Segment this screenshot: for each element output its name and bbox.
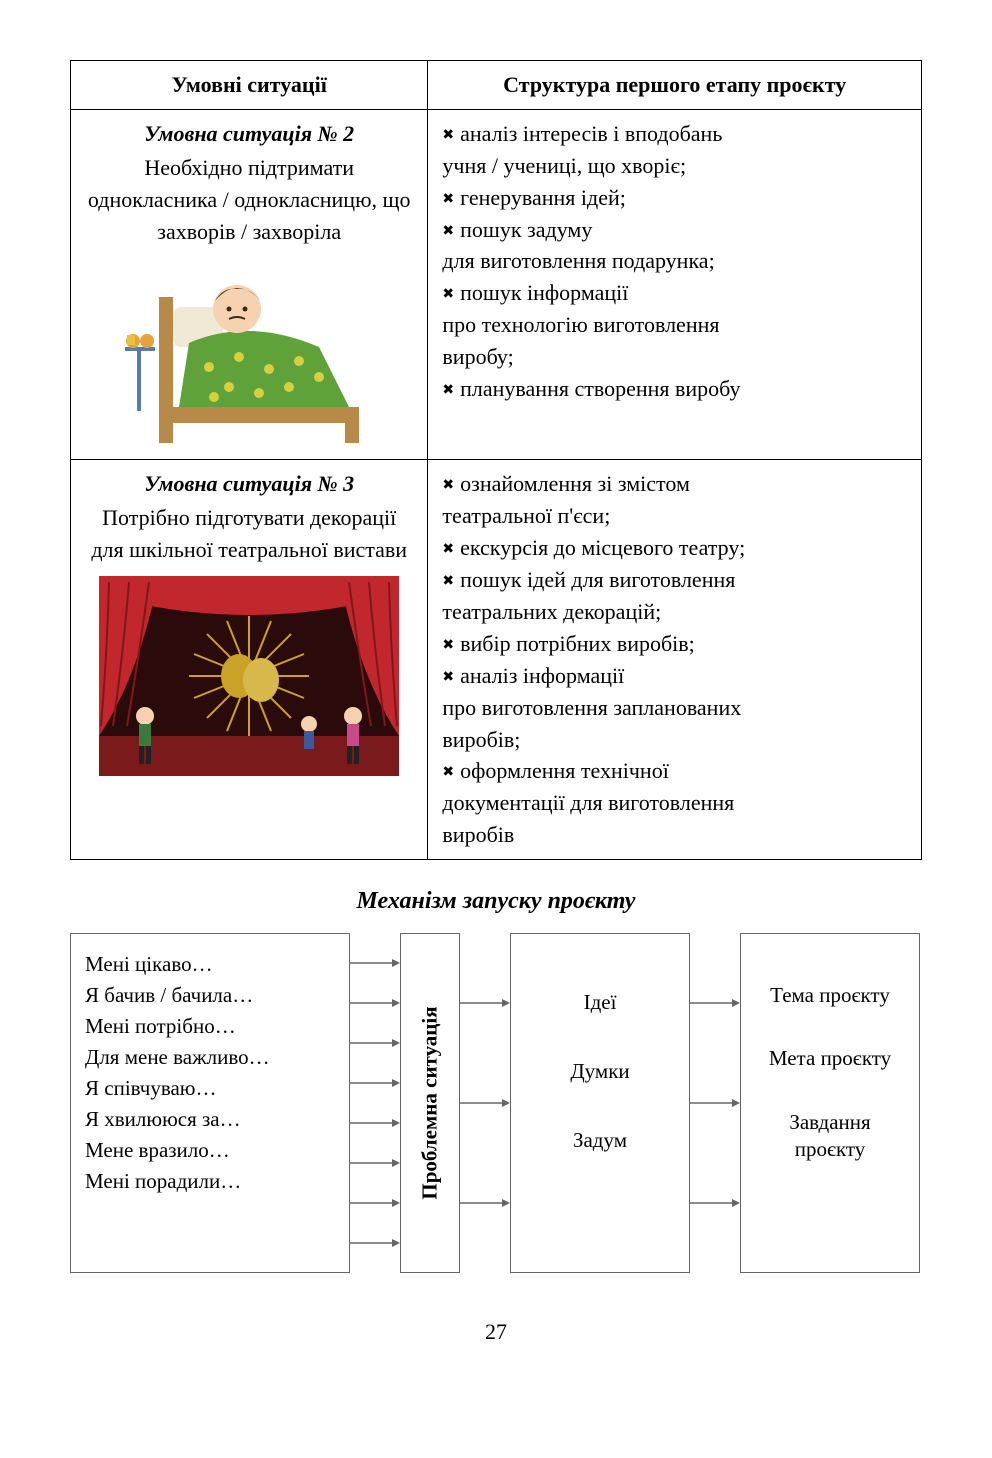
structure-line: пошук інформації — [442, 277, 907, 309]
sick-child-illustration — [119, 257, 379, 447]
theater-illustration — [99, 576, 399, 776]
structure-line: пошук ідей для виготовлення — [442, 564, 907, 596]
diagram-title: Механізм запуску проєкту — [70, 888, 922, 915]
structure-line: для виготовлення подарунка; — [442, 245, 907, 277]
structure-line: театральної п'єси; — [442, 500, 907, 532]
structure-line: пошук задуму — [442, 214, 907, 246]
structure-line: вибір потрібних виробів; — [442, 628, 907, 660]
page-number: 27 — [70, 1319, 922, 1345]
structure-line: про технологію виготовлення — [442, 309, 907, 341]
structure-line: виробів — [442, 819, 907, 851]
situation-2-desc: Необхідно підтримати однокласника / одно… — [85, 152, 413, 248]
structure-line: оформлення технічної — [442, 755, 907, 787]
table-row: Умовна ситуація № 3 Потрібно підготувати… — [71, 460, 922, 860]
diagram-arrows — [70, 933, 930, 1293]
structure-line: учня / учениці, що хворіє; — [442, 150, 907, 182]
structure-row2: аналіз інтересів і вподобаньучня / учени… — [428, 109, 922, 460]
structure-line: виробів; — [442, 724, 907, 756]
structure-line: аналіз інформації — [442, 660, 907, 692]
situations-table: Умовні ситуації Структура першого етапу … — [70, 60, 922, 860]
structure-line: генерування ідей; — [442, 182, 907, 214]
structure-line: планування створення виробу — [442, 373, 907, 405]
situation-3-title: Умовна ситуація № 3 — [85, 468, 413, 500]
table-header-left: Умовні ситуації — [71, 61, 428, 110]
mechanism-diagram: Мені цікаво…Я бачив / бачила…Мені потріб… — [70, 933, 922, 1293]
structure-line: аналіз інтересів і вподобань — [442, 118, 907, 150]
structure-line: про виготовлення запланованих — [442, 692, 907, 724]
structure-row3: ознайомлення зі змістомтеатральної п'єси… — [428, 460, 922, 860]
situation-3-desc: Потрібно підготувати декорації для шкіль… — [85, 502, 413, 566]
table-header-right: Структура першого етапу проєкту — [428, 61, 922, 110]
structure-line: документації для виготовлення — [442, 787, 907, 819]
structure-line: екскурсія до місцевого театру; — [442, 532, 907, 564]
structure-line: театральних декорацій; — [442, 596, 907, 628]
table-row: Умовна ситуація № 2 Необхідно підтримати… — [71, 109, 922, 460]
structure-line: виробу; — [442, 341, 907, 373]
situation-2-title: Умовна ситуація № 2 — [85, 118, 413, 150]
structure-line: ознайомлення зі змістом — [442, 468, 907, 500]
